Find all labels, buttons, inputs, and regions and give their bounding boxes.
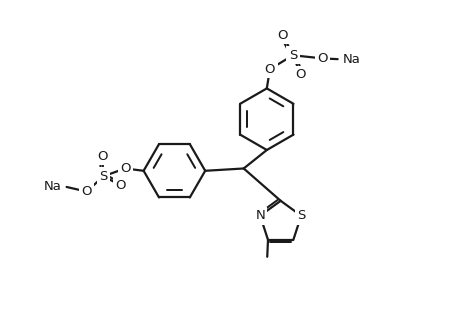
- Text: O: O: [296, 68, 306, 81]
- Text: O: O: [317, 52, 328, 65]
- Text: N: N: [255, 209, 265, 222]
- Text: O: O: [120, 162, 130, 175]
- Text: S: S: [99, 170, 108, 183]
- Text: Na: Na: [342, 52, 360, 66]
- Text: S: S: [297, 209, 306, 222]
- Text: O: O: [97, 150, 107, 163]
- Text: O: O: [81, 185, 92, 198]
- Text: O: O: [115, 179, 126, 192]
- Text: Na: Na: [44, 181, 62, 193]
- Text: O: O: [278, 29, 288, 42]
- Text: S: S: [289, 49, 297, 62]
- Text: O: O: [265, 63, 275, 76]
